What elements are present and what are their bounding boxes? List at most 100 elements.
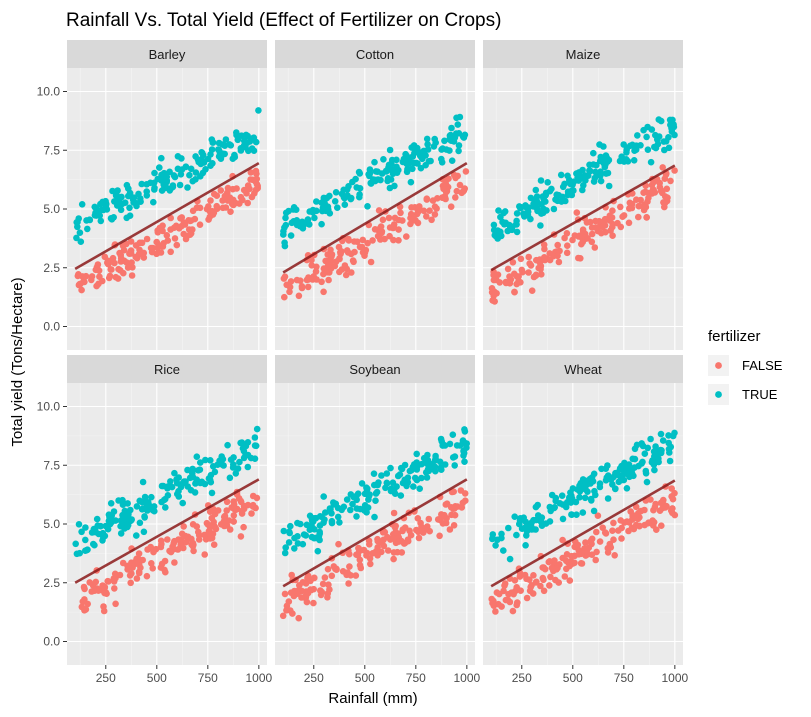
data-point-true — [123, 181, 131, 189]
data-point-true — [194, 156, 202, 164]
data-point-false — [237, 193, 245, 201]
data-point-true — [142, 500, 150, 507]
data-point-true — [494, 227, 502, 234]
data-point-true — [651, 466, 658, 474]
data-point-true — [540, 205, 547, 212]
data-point-true — [624, 470, 631, 478]
data-point-false — [153, 238, 160, 246]
data-point-true — [437, 435, 445, 443]
data-point-false — [133, 575, 141, 582]
data-point-true — [454, 121, 462, 128]
data-point-true — [151, 186, 158, 193]
data-point-false — [366, 541, 373, 548]
data-point-true — [244, 132, 251, 140]
x-tick-label: 500 — [563, 671, 583, 685]
data-point-false — [230, 196, 237, 204]
data-point-true — [91, 203, 98, 211]
trend-line — [490, 164, 676, 272]
data-point-false — [357, 564, 365, 572]
data-point-true — [422, 161, 429, 169]
data-point-false — [211, 523, 219, 531]
x-tick-label: 250 — [96, 671, 116, 685]
point-layer — [72, 425, 261, 615]
data-point-true — [582, 177, 589, 184]
data-point-false — [450, 488, 458, 496]
data-point-false — [132, 253, 140, 261]
data-point-false — [189, 207, 197, 215]
data-point-false — [356, 547, 363, 555]
data-point-true — [219, 141, 226, 148]
data-point-true — [345, 183, 352, 190]
x-axis-title: Rainfall (mm) — [328, 690, 417, 707]
data-point-true — [657, 430, 665, 438]
data-point-false — [530, 572, 537, 579]
data-point-false — [348, 269, 355, 276]
data-point-true — [226, 474, 234, 482]
data-point-true — [193, 453, 201, 461]
data-point-false — [107, 266, 114, 273]
data-point-true — [629, 141, 636, 149]
data-point-false — [385, 214, 393, 222]
data-point-false — [555, 258, 563, 266]
data-point-true — [581, 494, 589, 502]
data-point-false — [281, 293, 288, 301]
data-point-false — [366, 555, 374, 562]
data-point-false — [609, 207, 616, 214]
data-point-true — [427, 157, 434, 165]
data-point-false — [392, 528, 400, 536]
y-tick-label: 5.0 — [43, 517, 60, 531]
data-point-true — [363, 484, 370, 492]
data-point-false — [399, 527, 406, 535]
x-tick-label: 750 — [406, 671, 426, 685]
data-point-true — [313, 198, 320, 205]
data-point-true — [623, 485, 631, 492]
data-point-true — [239, 445, 247, 452]
data-point-false — [295, 614, 303, 622]
data-point-false — [344, 249, 352, 256]
data-point-true — [72, 540, 79, 548]
data-point-true — [597, 172, 604, 180]
data-point-true — [490, 221, 498, 229]
data-point-true — [119, 496, 126, 504]
data-point-false — [492, 608, 499, 615]
data-point-false — [575, 254, 582, 262]
data-point-false — [84, 600, 91, 608]
data-point-false — [502, 279, 510, 287]
point-layer — [280, 113, 470, 301]
data-point-true — [647, 158, 655, 166]
data-point-true — [208, 489, 216, 497]
y-tick-label: 2.5 — [43, 261, 60, 275]
data-point-false — [189, 542, 197, 550]
data-point-false — [124, 264, 132, 271]
data-point-false — [595, 217, 603, 225]
y-tick-label: 2.5 — [43, 576, 60, 590]
facet-strip — [483, 40, 683, 68]
data-point-false — [78, 286, 85, 294]
data-point-false — [625, 527, 632, 535]
data-point-false — [564, 242, 571, 249]
data-point-true — [446, 147, 453, 154]
data-point-false — [462, 168, 470, 175]
data-point-false — [253, 494, 261, 502]
data-point-true — [252, 442, 260, 450]
data-point-false — [104, 259, 111, 267]
facet-strip-label: Rice — [154, 362, 180, 377]
data-point-true — [207, 457, 214, 464]
data-point-true — [624, 158, 632, 165]
data-point-false — [150, 546, 157, 554]
data-point-true — [250, 147, 258, 154]
data-point-false — [599, 524, 606, 531]
data-point-false — [546, 558, 553, 565]
data-point-true — [404, 165, 411, 173]
data-point-false — [128, 272, 136, 279]
data-point-false — [163, 232, 171, 239]
data-point-true — [430, 143, 438, 150]
data-point-true — [438, 155, 445, 163]
data-point-true — [372, 490, 380, 497]
data-point-false — [205, 203, 212, 210]
data-point-true — [459, 133, 467, 141]
data-point-true — [73, 550, 81, 558]
data-point-false — [637, 196, 644, 204]
data-point-false — [293, 276, 301, 284]
data-point-true — [300, 531, 308, 538]
